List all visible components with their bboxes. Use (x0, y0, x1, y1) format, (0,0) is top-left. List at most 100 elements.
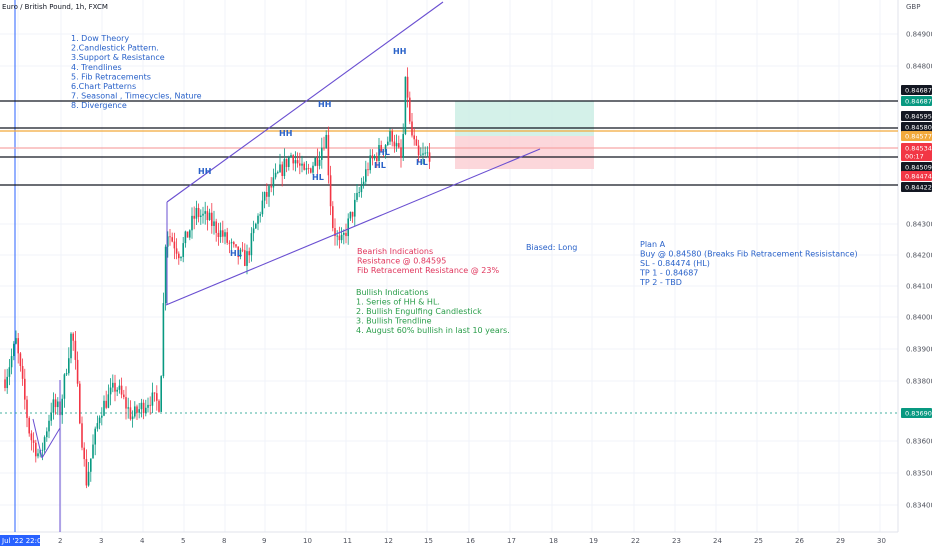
time-axis[interactable]: Jul '22 22:00 2 3 4 5 8 9 10 11 12 15 16 17 18 19 22 23 2… (0, 535, 886, 546)
candle-body (32, 440, 35, 443)
time-tick-label: 18 (549, 537, 558, 545)
candle-body (204, 211, 206, 214)
price-tag[interactable] (901, 151, 932, 161)
candle-body (90, 458, 92, 472)
candle-body (26, 399, 28, 418)
time-tick-label: 19 (589, 537, 598, 545)
target-zone[interactable] (455, 101, 594, 136)
lower-trendline[interactable] (165, 148, 541, 306)
price-tag[interactable] (901, 122, 932, 132)
candle-body (424, 152, 426, 154)
candle-body (164, 246, 167, 304)
currency-label: GBP (906, 3, 920, 11)
candle-body (252, 228, 255, 234)
time-tick-label: 16 (466, 537, 475, 545)
structure-label: HH (318, 100, 331, 109)
candle-body (127, 407, 129, 409)
time-tick-label: 25 (754, 537, 763, 545)
candle-body (202, 213, 204, 216)
upper-channel-line[interactable] (166, 1, 444, 203)
time-tick-label: 10 (303, 537, 312, 545)
candle-body (28, 417, 30, 434)
price-tag[interactable] (901, 111, 932, 121)
trendlines: HH HL HH HL HH HL HH HL HL (32, 1, 541, 532)
candle-body (180, 256, 182, 259)
structure-label: HH (393, 47, 406, 56)
candle-body (35, 442, 37, 457)
candle-body (189, 230, 191, 238)
structure-label: HL (378, 148, 390, 157)
candle-body (65, 373, 68, 375)
candle-body (329, 175, 332, 207)
trade-plan-line: TP 1 - 0.84687 (639, 269, 698, 278)
candle-body (46, 431, 48, 438)
candle-body (239, 249, 242, 257)
bearish-note: Resistance @ 0.84595 (357, 257, 446, 266)
candle-body (178, 253, 180, 259)
candle-body (173, 241, 176, 249)
candle-body (292, 155, 294, 164)
candle-body (224, 232, 226, 237)
price-tag[interactable] (901, 85, 932, 95)
price-tag-label: 0.84422 (905, 184, 932, 192)
price-tag[interactable] (901, 143, 932, 153)
bullish-note: 3. Bullish Trendline (356, 317, 432, 326)
candle-body (288, 157, 290, 168)
candle-body (426, 152, 429, 154)
candle-body (160, 376, 162, 412)
price-tag[interactable] (901, 171, 932, 181)
candle-body (114, 382, 116, 392)
price-tag[interactable] (901, 182, 932, 192)
candle-body (415, 139, 418, 146)
candle-body (406, 76, 409, 98)
candle-body (215, 221, 217, 233)
candle-body (237, 246, 239, 257)
candle-body (41, 449, 44, 451)
candles (4, 67, 431, 489)
candle-body (422, 153, 424, 155)
candle-body (411, 121, 413, 136)
candle-body (195, 207, 198, 219)
candle-body (360, 185, 363, 193)
theory-list-item: 6.Chart Patterns (71, 82, 136, 91)
candle-body (257, 215, 259, 224)
candle-body (248, 251, 250, 256)
candle-body (54, 399, 57, 408)
candle-body (213, 221, 215, 226)
candle-body (19, 353, 22, 367)
stop-zone[interactable] (455, 136, 594, 169)
candle-body (244, 250, 246, 266)
candle-body (312, 165, 314, 173)
candle-body (393, 141, 396, 147)
price-tag[interactable] (901, 96, 932, 106)
time-tick-label: 22 (631, 537, 640, 545)
price-tag[interactable] (901, 408, 932, 418)
theory-list-item: 7. Seasonal , Timecycles, Nature (71, 92, 202, 101)
candle-body (338, 235, 341, 241)
candle-body (274, 172, 277, 178)
mini-wedge-line (41, 427, 61, 459)
candle-body (200, 215, 202, 217)
time-tick-label: 29 (836, 537, 845, 545)
price-tag[interactable] (901, 162, 932, 172)
candle-body (162, 303, 165, 377)
candle-body (362, 181, 365, 186)
candle-body (186, 231, 189, 238)
candle-body (76, 359, 79, 384)
time-tick-label: Jul '22 22:00 (1, 537, 46, 545)
candle-body (371, 155, 374, 159)
theory-list-item: 4. Trendlines (71, 63, 122, 72)
candle-body (151, 392, 154, 406)
price-tag[interactable] (901, 131, 932, 141)
structure-label: HH (198, 167, 211, 176)
candle-body (184, 231, 187, 244)
candle-body (395, 143, 398, 147)
candle-body (15, 338, 17, 344)
candle-body (356, 192, 358, 200)
candle-body (136, 406, 138, 413)
